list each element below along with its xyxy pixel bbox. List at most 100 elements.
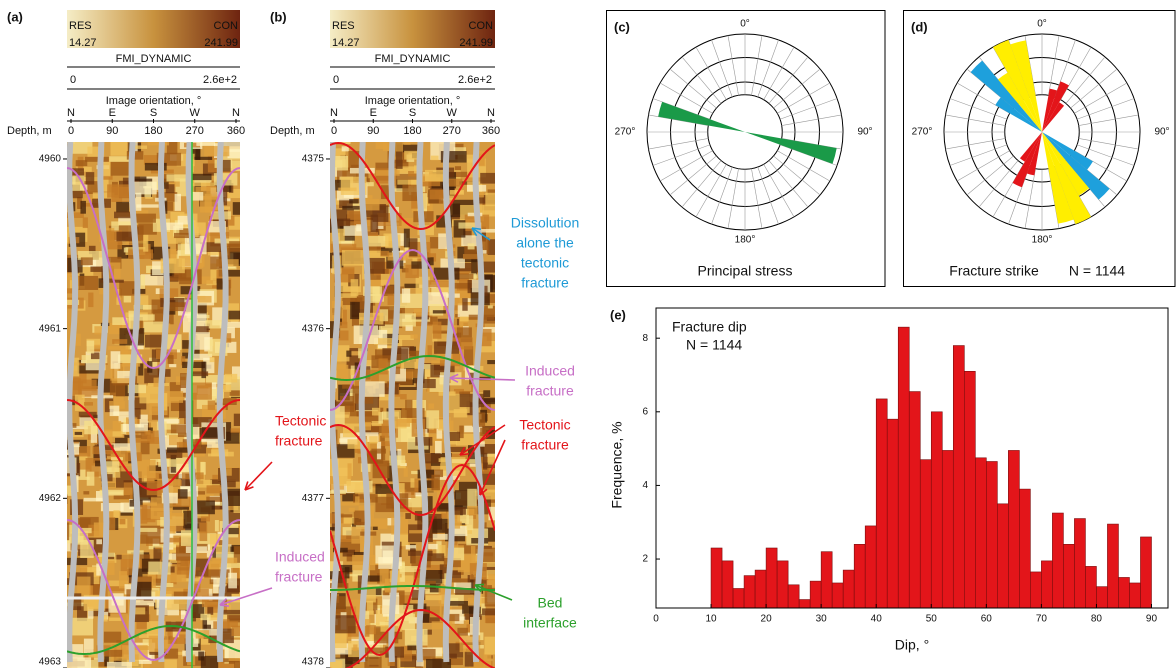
texture xyxy=(62,644,83,658)
texture xyxy=(104,650,123,657)
texture xyxy=(349,508,355,512)
texture xyxy=(121,512,134,515)
texture xyxy=(228,311,242,320)
texture xyxy=(228,573,237,589)
texture xyxy=(369,436,377,443)
annotation: Tectonic xyxy=(519,417,570,433)
bar xyxy=(997,504,1008,608)
texture xyxy=(168,355,174,364)
texture xyxy=(466,515,473,530)
texture xyxy=(342,250,365,266)
texture xyxy=(462,298,467,311)
texture xyxy=(366,625,376,634)
y-tick-label: 4378 xyxy=(302,657,325,668)
texture xyxy=(154,378,159,387)
texture xyxy=(128,249,153,258)
annotation: Induced xyxy=(275,549,325,565)
texture xyxy=(449,601,468,606)
bar xyxy=(777,561,788,608)
x-tick-label: 80 xyxy=(1091,614,1103,625)
spoke xyxy=(780,98,837,119)
texture xyxy=(433,310,446,313)
x-tick-label: 360 xyxy=(227,125,245,137)
x-tick-label: 20 xyxy=(761,614,773,625)
bar xyxy=(920,460,931,608)
count-label: N = 1144 xyxy=(1069,263,1125,279)
bar xyxy=(1096,587,1107,608)
texture xyxy=(482,548,505,562)
texture xyxy=(204,146,229,156)
bar xyxy=(832,583,843,608)
texture xyxy=(448,614,459,621)
texture xyxy=(433,322,442,339)
texture xyxy=(376,170,400,176)
annotation: alone the xyxy=(516,235,574,251)
texture xyxy=(383,551,393,563)
texture xyxy=(429,304,443,315)
texture xyxy=(199,522,207,541)
texture xyxy=(88,293,93,308)
compass-label: E xyxy=(370,107,377,119)
annotation: Bed xyxy=(538,595,563,611)
texture xyxy=(169,364,176,367)
texture xyxy=(119,281,134,295)
texture xyxy=(145,335,162,348)
texture xyxy=(468,243,475,249)
texture xyxy=(463,254,478,259)
texture xyxy=(400,394,407,399)
texture xyxy=(380,251,389,257)
texture xyxy=(398,313,416,326)
texture xyxy=(80,201,86,214)
compass-label: N xyxy=(330,107,338,119)
texture xyxy=(371,215,379,232)
colorbar-max: 241.99 xyxy=(459,37,493,49)
texture xyxy=(118,354,142,363)
y-tick-label: 6 xyxy=(642,406,648,417)
y-tick-label: 4376 xyxy=(302,323,325,334)
texture xyxy=(141,441,150,454)
texture xyxy=(215,520,219,531)
bar xyxy=(821,552,832,608)
texture xyxy=(111,351,121,369)
panel-label: (c) xyxy=(614,19,630,34)
compass-label: W xyxy=(447,107,458,119)
x-tick-label: 10 xyxy=(705,614,717,625)
texture xyxy=(86,172,94,184)
compass-label: S xyxy=(150,107,157,119)
texture xyxy=(79,276,99,290)
bar xyxy=(909,392,920,608)
texture xyxy=(404,229,410,248)
texture xyxy=(83,217,88,228)
spoke xyxy=(950,145,1007,166)
spoke xyxy=(653,145,710,166)
borehole-image xyxy=(61,136,260,668)
texture xyxy=(207,606,213,614)
texture xyxy=(333,615,355,633)
spoke xyxy=(758,167,779,224)
texture xyxy=(144,322,164,333)
texture xyxy=(136,582,152,598)
texture xyxy=(178,489,188,498)
texture xyxy=(134,431,155,443)
panel-label: (b) xyxy=(270,9,287,24)
texture xyxy=(467,506,477,515)
texture xyxy=(140,275,145,289)
texture xyxy=(340,514,352,517)
bar xyxy=(810,581,821,608)
texture xyxy=(75,432,82,435)
spoke xyxy=(728,169,739,229)
texture xyxy=(109,618,121,621)
texture xyxy=(483,453,487,470)
texture xyxy=(339,331,349,341)
texture xyxy=(228,150,245,159)
angle-label: 180° xyxy=(1032,235,1053,246)
texture xyxy=(210,357,215,362)
compass-label: N xyxy=(67,107,75,119)
texture xyxy=(396,419,410,427)
texture xyxy=(457,628,467,636)
compass-label: E xyxy=(109,107,116,119)
colorbar-name: FMI_DYNAMIC xyxy=(116,53,192,65)
texture xyxy=(414,138,424,141)
texture xyxy=(426,410,439,428)
texture xyxy=(83,491,89,494)
